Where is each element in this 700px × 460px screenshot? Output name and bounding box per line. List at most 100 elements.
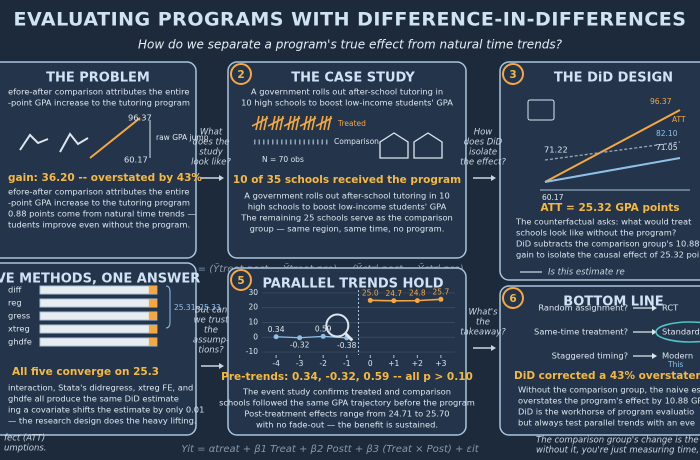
point	[273, 334, 279, 340]
badge	[230, 269, 252, 291]
text-line: does the	[193, 138, 230, 148]
y-tick-label: 20	[248, 303, 258, 312]
y-tick-label: -10	[246, 347, 258, 356]
text-line: The counterfactual asks: what would trea…	[515, 217, 692, 227]
tally	[251, 115, 269, 131]
panel	[499, 61, 700, 281]
range-label: 25.31–25.33	[174, 303, 221, 312]
point	[391, 298, 397, 304]
text-line: study	[199, 148, 224, 158]
method-label: gress	[8, 311, 30, 321]
connector-head	[491, 175, 496, 181]
text-line: A government rolls out after-school tuto…	[244, 191, 449, 201]
post-line	[370, 298, 441, 302]
highlight: Pre-trends: 0.34, -0.32, 0.59 -- all p >…	[221, 371, 473, 383]
method-label: xtreg	[8, 324, 30, 334]
text-line: -point GPA increase to the tutoring prog…	[8, 98, 190, 108]
legend-label: Treated	[337, 119, 366, 128]
panel-title: PARALLEL TRENDS HOLD	[262, 277, 443, 292]
bar-cap	[148, 338, 157, 346]
text-line: The event study confirms treated and com…	[242, 387, 451, 397]
value-label: 60.17	[542, 193, 564, 202]
magnifier	[325, 313, 350, 338]
point	[414, 298, 420, 304]
text-line: umptions.	[4, 444, 46, 454]
bar	[39, 337, 158, 347]
connector-head	[219, 363, 224, 369]
bar-cap	[148, 325, 157, 333]
counterfactual-line	[544, 141, 681, 161]
text-line: DiD is the workhorse of program evaluati…	[518, 407, 694, 417]
text-line: A government rolls out after-school tuto…	[251, 87, 443, 97]
bar	[39, 285, 158, 295]
value-label: 24.8	[409, 289, 426, 298]
bar	[39, 311, 158, 321]
value-label: -0.32	[290, 341, 310, 350]
panel-title: THE CASE STUDY	[291, 71, 415, 86]
text-line: tudents improve even without the program…	[8, 220, 190, 230]
runner-icon	[19, 132, 89, 153]
text-line: fect (ATT)	[4, 434, 45, 444]
bar-cap	[148, 286, 157, 294]
text-line: tions?	[198, 346, 224, 356]
text-line: Post-treatment effects range from 24.71 …	[244, 409, 449, 419]
value-label: 25.0	[362, 288, 379, 297]
panel	[499, 285, 700, 436]
value-label: 24.7	[385, 289, 402, 298]
panel-title: BOTTOM LINE	[563, 295, 663, 310]
text-line: the	[204, 326, 218, 336]
highlight: gain: 36.20 -- overstated by 43%	[8, 172, 202, 184]
text-line: efore-after comparison attributes the en…	[8, 187, 189, 197]
note: This	[667, 360, 683, 369]
bar	[39, 324, 158, 334]
badge	[230, 63, 252, 85]
value-label: 25.7	[433, 287, 450, 296]
text-line: DiD subtracts the comparison group's 10.…	[516, 239, 700, 249]
value-label: 71.22	[544, 145, 568, 155]
badge-number: 3	[509, 69, 516, 81]
text-line: Is this estimate re	[548, 268, 625, 278]
annotation: ATT	[672, 115, 686, 124]
x-tick-label: 0	[368, 359, 373, 368]
value-label: 96.37	[128, 113, 152, 123]
panel	[0, 61, 197, 259]
text-line: — the research design does the heavy lif…	[8, 416, 197, 426]
text-line: ghdfe all produce the same DiD estimate	[8, 394, 179, 404]
text-line: efore-after comparison attributes the en…	[8, 87, 189, 97]
text-line: group — same region, same time, no progr…	[250, 224, 445, 234]
subtitle: How do we separate a program's true effe…	[138, 38, 563, 52]
answer: Modern	[662, 351, 693, 361]
text-line: 0.88 points come from natural time trend…	[8, 209, 196, 219]
comparison-line	[544, 157, 681, 183]
badge	[502, 287, 524, 309]
answer: RCT	[662, 303, 679, 313]
panel-title: THE PROBLEM	[46, 71, 150, 86]
school-icons	[379, 132, 443, 159]
text-line: gain to isolate the causal effect of 25.…	[516, 250, 699, 260]
value-label: 71.05	[656, 143, 678, 152]
tally	[267, 115, 285, 131]
formula: Yit = αtreat + β1 Treat + β2 Postt + β3 …	[181, 444, 479, 455]
highlight: All five converge on 25.3	[12, 366, 159, 378]
note: raw GPA jump	[156, 133, 209, 142]
x-tick-label: +2	[412, 359, 423, 368]
badge-number: 6	[509, 293, 516, 305]
y-tick-label: 10	[248, 318, 258, 327]
value-label: 96.37	[650, 97, 672, 106]
y-tick-label: 30	[248, 288, 258, 297]
text-line: assump-	[193, 336, 229, 346]
value-label: 82.10	[656, 129, 678, 138]
text-line: the effect?	[460, 158, 506, 168]
method-label: reg	[8, 298, 22, 308]
value-label: -0.38	[337, 341, 357, 350]
x-tick-label: -1	[343, 359, 351, 368]
trend-arrow	[89, 117, 141, 159]
question: Same-time treatment?	[534, 327, 628, 337]
title: EVALUATING PROGRAMS WITH DIFFERENCE-IN-D…	[14, 9, 687, 31]
panel	[227, 61, 467, 259]
point	[367, 297, 373, 303]
treated-line	[544, 109, 681, 183]
bar	[39, 298, 158, 308]
x-tick-label: +1	[388, 359, 399, 368]
